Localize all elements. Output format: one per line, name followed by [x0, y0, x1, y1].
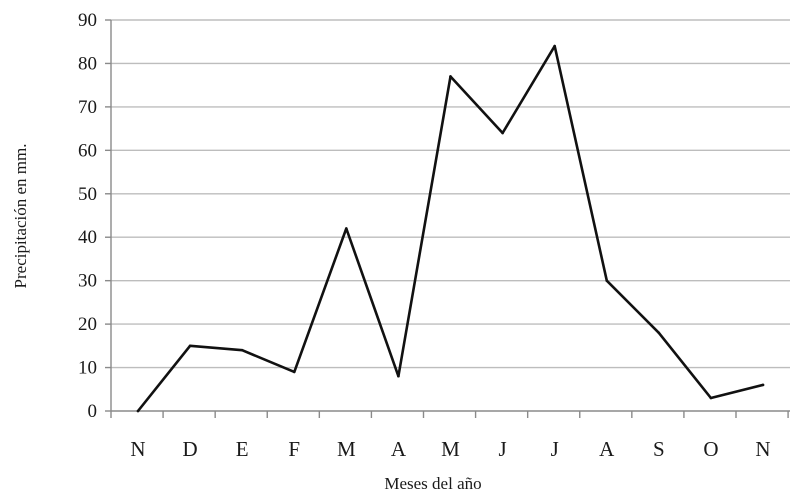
- data-point: [397, 374, 400, 378]
- y-tick-label: 70: [78, 97, 97, 118]
- x-tick-label: M: [441, 437, 460, 461]
- y-tick-label: 10: [78, 358, 97, 379]
- data-point: [553, 44, 556, 48]
- x-tick-label: A: [391, 437, 407, 461]
- y-tick-labels: 0 10 20 30 40 50 60 70 80 90: [78, 10, 97, 422]
- x-tick-label: N: [755, 437, 770, 461]
- x-tick-label: J: [551, 437, 559, 461]
- x-axis-label: Meses del año: [384, 474, 481, 493]
- data-point: [501, 131, 504, 135]
- y-tick-label: 60: [78, 140, 97, 161]
- data-point: [761, 383, 765, 387]
- y-tick-label: 90: [78, 10, 97, 31]
- x-tick-label: F: [288, 437, 300, 461]
- data-point: [709, 396, 713, 400]
- data-point: [292, 370, 296, 374]
- gridlines: [111, 19, 790, 369]
- axes: [105, 19, 790, 418]
- x-tick-label: M: [337, 437, 356, 461]
- x-tick-label: A: [599, 437, 615, 461]
- data-point: [657, 331, 661, 335]
- y-axis-label: Precipitación en mm.: [11, 144, 30, 289]
- data-point: [240, 348, 244, 352]
- x-tick-label: N: [130, 437, 145, 461]
- data-point: [449, 75, 452, 78]
- y-tick-label: 30: [78, 271, 97, 292]
- x-tick-label: O: [703, 437, 718, 461]
- y-tick-label: 40: [78, 227, 97, 248]
- data-point: [345, 227, 348, 230]
- data-point: [188, 344, 192, 348]
- data-point: [136, 409, 140, 413]
- y-tick-label: 20: [78, 314, 97, 335]
- x-tick-label: D: [182, 437, 197, 461]
- x-tick-label: E: [236, 437, 249, 461]
- series-line: [136, 44, 765, 413]
- y-tick-label: 50: [78, 184, 97, 205]
- x-tick-label: S: [653, 437, 665, 461]
- x-tick-label: J: [498, 437, 506, 461]
- y-tick-label: 80: [78, 53, 97, 74]
- y-tick-label: 0: [88, 401, 98, 422]
- data-point: [605, 279, 609, 282]
- series-lines: [136, 44, 765, 413]
